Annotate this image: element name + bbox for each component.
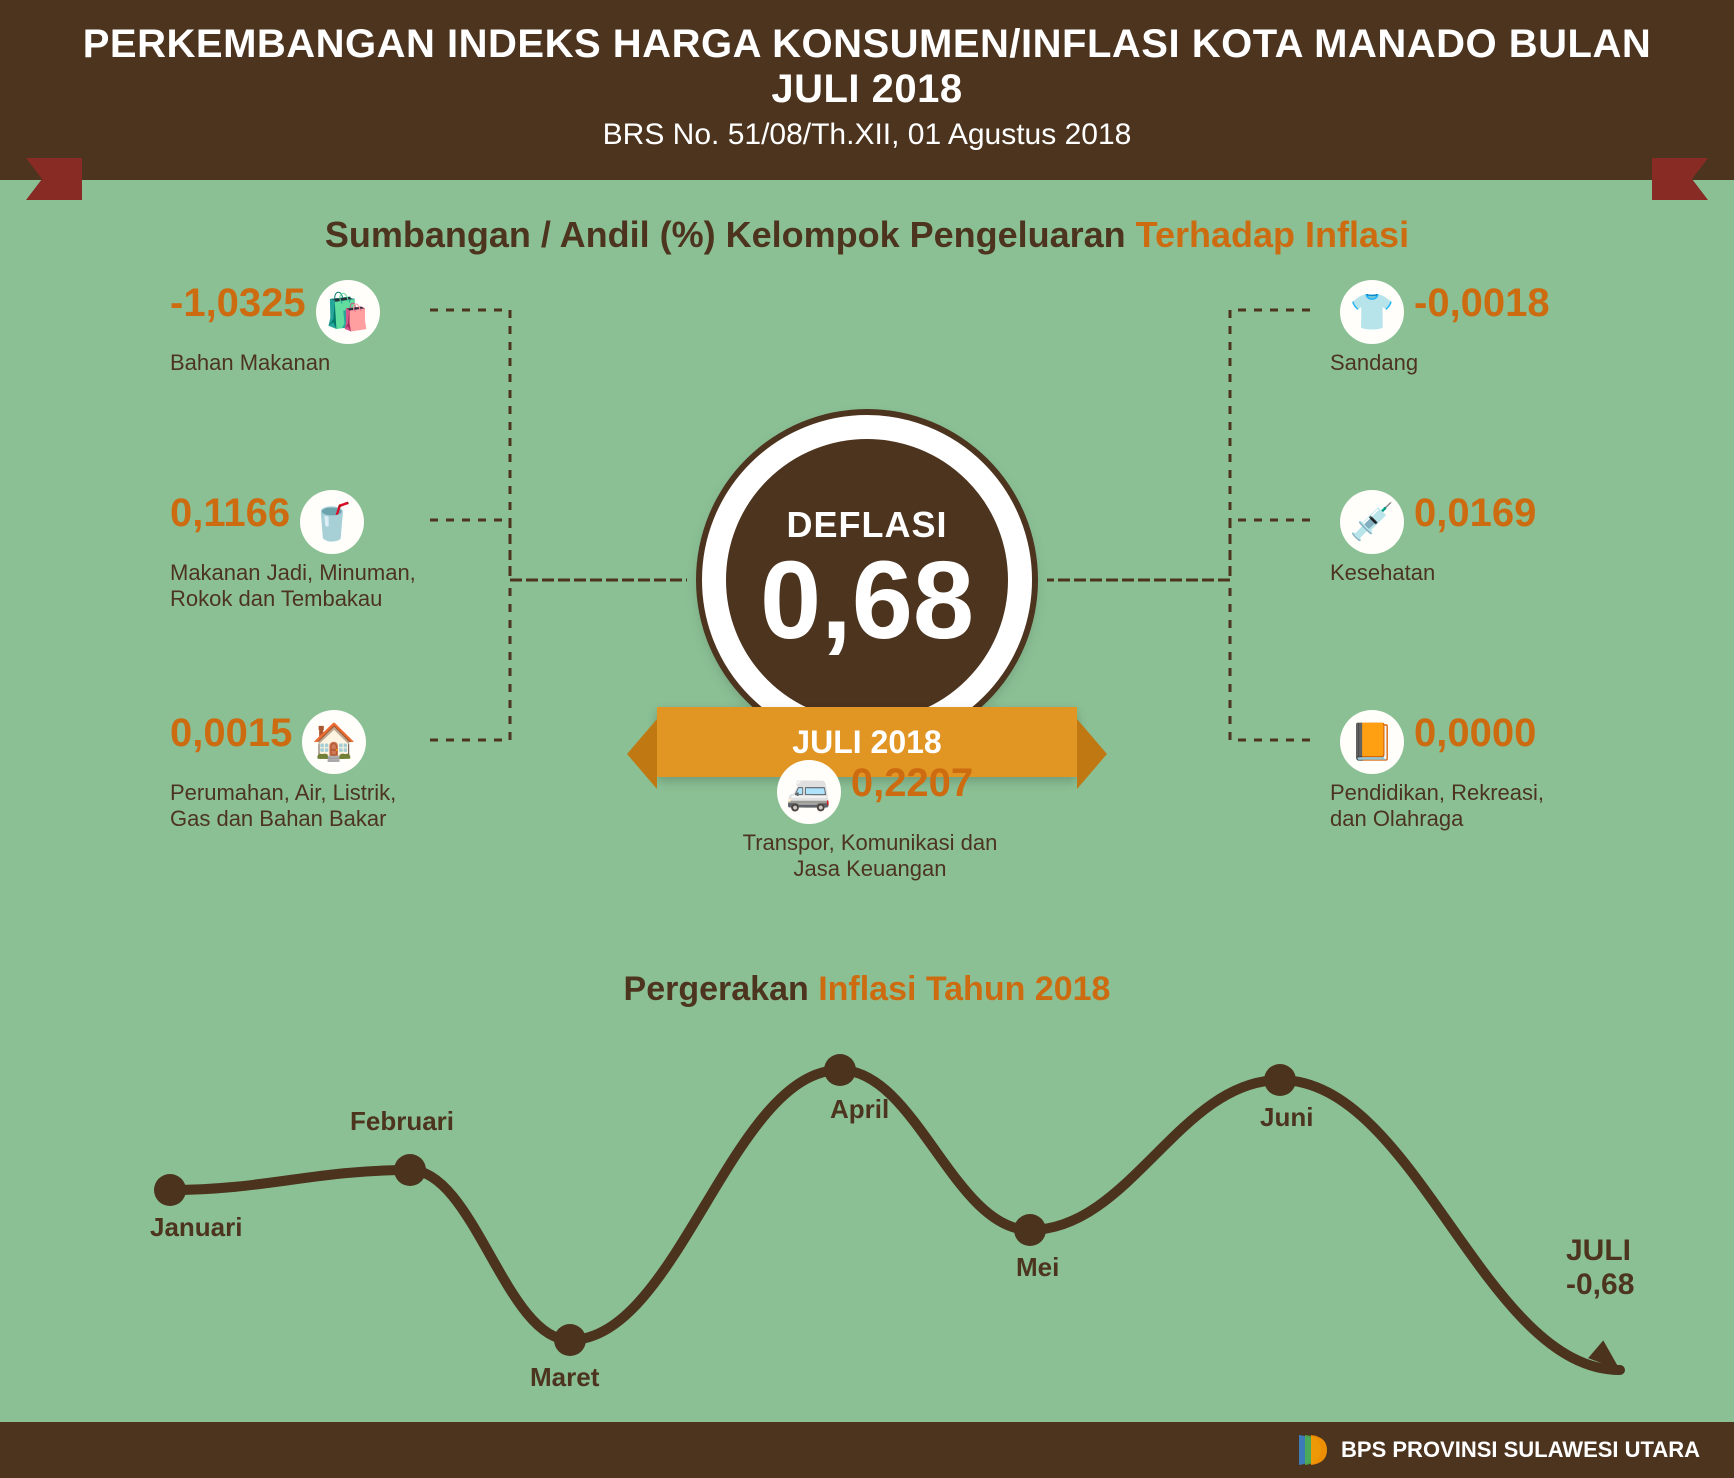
page-subtitle: BRS No. 51/08/Th.XII, 01 Agustus 2018 [40, 118, 1694, 152]
pendidikan-label: Pendidikan, Rekreasi,dan Olahraga [1330, 780, 1660, 832]
page-title: PERKEMBANGAN INDEKS HARGA KONSUMEN/INFLA… [40, 22, 1694, 112]
header: PERKEMBANGAN INDEKS HARGA KONSUMEN/INFLA… [0, 0, 1734, 180]
sandang-icon: 👕 [1340, 280, 1404, 344]
sandang-label: Sandang [1330, 350, 1660, 376]
footer-text: BPS PROVINSI SULAWESI UTARA [1341, 1437, 1700, 1463]
section2-title-a: Pergerakan [624, 970, 819, 1008]
kesehatan-value: 0,0169 [1414, 491, 1536, 535]
pendidikan-value: 0,0000 [1414, 711, 1536, 755]
ribbon-left-icon [26, 158, 82, 200]
infographic-area: DEFLASI 0,68 JULI 2018 -1,0325🛍️ Bahan M… [0, 230, 1734, 930]
section2-title-b: Inflasi Tahun 2018 [818, 970, 1110, 1008]
bps-logo-icon [1293, 1433, 1327, 1467]
perumahan-value: 0,0015 [170, 711, 292, 755]
item-makanan-jadi: 0,1166🥤 Makanan Jadi, Minuman,Rokok dan … [170, 490, 500, 612]
chart-label: Juni [1260, 1102, 1313, 1132]
makanan-jadi-value: 0,1166 [170, 491, 290, 535]
pendidikan-icon: 📙 [1340, 710, 1404, 774]
transpor-icon: 🚐 [777, 760, 841, 824]
chart-label: Maret [530, 1362, 600, 1392]
perumahan-label: Perumahan, Air, Listrik,Gas dan Bahan Ba… [170, 780, 500, 832]
sandang-value: -0,0018 [1414, 281, 1550, 325]
item-transpor: 🚐0,2207 Transpor, Komunikasi danJasa Keu… [740, 760, 1000, 882]
perumahan-icon: 🏠 [302, 710, 366, 774]
item-sandang: 👕-0,0018 Sandang [1330, 280, 1660, 376]
transpor-label: Transpor, Komunikasi danJasa Keuangan [740, 830, 1000, 882]
chart-label: Mei [1016, 1252, 1059, 1282]
item-perumahan: 0,0015🏠 Perumahan, Air, Listrik,Gas dan … [170, 710, 500, 832]
ribbon-right-icon [1652, 158, 1708, 200]
kesehatan-icon: 💉 [1340, 490, 1404, 554]
transpor-value: 0,2207 [851, 761, 973, 805]
chart-label: Januari [150, 1212, 243, 1242]
bahan-makanan-value: -1,0325 [170, 281, 306, 325]
footer: BPS PROVINSI SULAWESI UTARA [0, 1422, 1734, 1478]
item-pendidikan: 📙0,0000 Pendidikan, Rekreasi,dan Olahrag… [1330, 710, 1660, 832]
makanan-jadi-label: Makanan Jadi, Minuman,Rokok dan Tembakau [170, 560, 500, 612]
kesehatan-label: Kesehatan [1330, 560, 1660, 586]
central-badge: DEFLASI 0,68 JULI 2018 [702, 415, 1032, 745]
makanan-jadi-icon: 🥤 [300, 490, 364, 554]
bahan-makanan-icon: 🛍️ [316, 280, 380, 344]
chart-label: Februari [350, 1106, 454, 1136]
item-kesehatan: 💉0,0169 Kesehatan [1330, 490, 1660, 586]
bahan-makanan-label: Bahan Makanan [170, 350, 500, 376]
badge-value: 0,68 [760, 546, 974, 656]
section2-title: Pergerakan Inflasi Tahun 2018 [0, 970, 1734, 1009]
svg-text:-0,68: -0,68 [1566, 1268, 1634, 1301]
item-bahan-makanan: -1,0325🛍️ Bahan Makanan [170, 280, 500, 376]
line-chart: Januari Februari Maret April Mei Juni JULI-0,6… [30, 1010, 1704, 1410]
chart-label: April [830, 1094, 889, 1124]
chart-label: JULI [1566, 1234, 1631, 1267]
